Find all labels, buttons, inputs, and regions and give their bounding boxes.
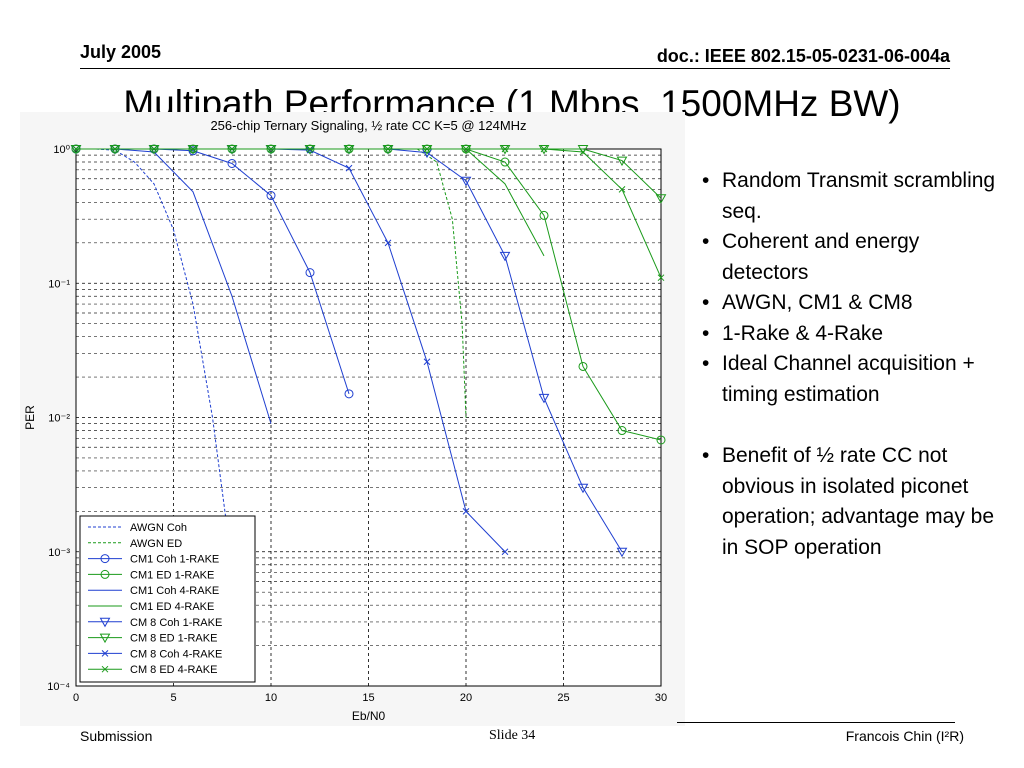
series-point-cm-8-ed-4-rake: [306, 145, 314, 153]
header-date: July 2005: [80, 42, 162, 62]
series-point-cm1-ed-1-rake: [500, 157, 510, 167]
series-point-cm-8-ed-4-rake: [618, 186, 626, 193]
per-chart-svg: 256-chip Ternary Signaling, ½ rate CC K=…: [23, 118, 667, 723]
legend-label: AWGN Coh: [130, 522, 187, 534]
legend-label: CM 8 ED 1-RAKE: [130, 633, 217, 645]
series-point-cm-8-coh-1-rake: [538, 393, 550, 404]
series-line-cm-8-ed-4-rake: [76, 148, 662, 278]
x-tick-label: 25: [557, 692, 569, 704]
series-point-cm1-coh-1-rake: [344, 389, 354, 399]
legend-marker-cm1-ed-1-rake: [100, 569, 110, 579]
bullet-item: Ideal Channel acquisition + timing estim…: [702, 349, 1002, 410]
y-tick-label: 10⁻¹: [48, 278, 70, 290]
series-point-cm-8-coh-1-rake: [616, 547, 628, 558]
legend-marker-cm-8-ed-4-rake: [101, 665, 109, 673]
series-point-cm1-coh-1-rake: [305, 268, 315, 278]
y-tick-label: 10⁻²: [48, 413, 70, 425]
series-point-cm-8-ed-4-rake: [384, 145, 392, 153]
legend-label: CM1 Coh 1-RAKE: [130, 554, 219, 566]
series-point-cm-8-ed-4-rake: [501, 145, 509, 153]
legend-label: CM 8 Coh 4-RAKE: [130, 648, 222, 660]
series-point-cm-8-ed-4-rake: [189, 145, 197, 153]
x-tick-label: 5: [170, 692, 176, 704]
legend-marker-cm1-coh-1-rake: [100, 554, 110, 564]
series-point-cm1-ed-1-rake: [656, 435, 666, 445]
series-point-cm-8-coh-4-rake: [462, 507, 470, 515]
series-point-cm-8-coh-4-rake: [384, 239, 392, 247]
series-point-cm-8-coh-1-rake: [499, 251, 511, 262]
bullet-item: Random Transmit scrambling seq.: [702, 166, 1002, 227]
x-tick-label: 0: [73, 692, 79, 704]
legend-label: CM1 Coh 4-RAKE: [130, 585, 219, 597]
x-tick-label: 20: [460, 692, 472, 704]
footer-submission: Submission: [80, 728, 153, 744]
series-point-cm-8-ed-4-rake: [267, 145, 275, 153]
legend-label: CM1 ED 1-RAKE: [130, 569, 214, 581]
series-point-cm-8-coh-1-rake: [460, 176, 472, 187]
series-point-cm-8-ed-4-rake: [462, 145, 470, 153]
header-doc-id: doc.: IEEE 802.15-05-0231-06-004a: [656, 46, 950, 66]
x-axis-label: Eb/N0: [352, 709, 386, 723]
legend-label: CM 8 ED 4-RAKE: [130, 664, 217, 676]
legend-marker-cm-8-coh-4-rake: [101, 650, 109, 657]
series-point-cm-8-ed-4-rake: [657, 274, 665, 282]
legend-box: [79, 515, 256, 683]
series-point-cm-8-ed-4-rake: [150, 145, 158, 153]
legend-marker-cm-8-ed-1-rake: [99, 633, 111, 644]
legend-label: CM 8 Coh 1-RAKE: [130, 617, 222, 629]
x-tick-label: 10: [265, 692, 277, 704]
header-rule: [80, 68, 950, 69]
series-point-cm-8-coh-4-rake: [306, 146, 314, 154]
series-point-cm-8-ed-4-rake: [228, 145, 236, 153]
bullet-item: Benefit of ½ rate CC not obvious in isol…: [702, 441, 1002, 563]
bullet-list: Random Transmit scrambling seq. Coherent…: [702, 166, 1002, 563]
series-point-cm-8-ed-4-rake: [423, 145, 431, 153]
footer-rule: [677, 722, 955, 723]
series-point-cm1-ed-1-rake: [578, 361, 588, 371]
x-tick-label: 30: [655, 692, 667, 704]
bullet-item: AWGN, CM1 & CM8: [702, 288, 1002, 319]
y-axis-label: PER: [23, 405, 37, 430]
legend-marker-cm-8-coh-1-rake: [99, 617, 111, 628]
series-point-cm-8-ed-4-rake: [540, 145, 548, 153]
per-chart: 256-chip Ternary Signaling, ½ rate CC K=…: [20, 112, 685, 726]
series-point-cm-8-ed-4-rake: [111, 145, 119, 153]
series-point-cm-8-ed-4-rake: [72, 145, 80, 153]
chart-title: 256-chip Ternary Signaling, ½ rate CC K=…: [210, 118, 526, 133]
series-point-cm-8-ed-4-rake: [579, 148, 587, 156]
series-point-cm1-ed-1-rake: [539, 210, 549, 220]
series-point-cm1-coh-1-rake: [266, 191, 276, 201]
bullet-item: Coherent and energy detectors: [702, 227, 1002, 288]
series-point-cm-8-coh-4-rake: [501, 548, 509, 556]
y-tick-label: 10⁻³: [48, 547, 70, 559]
y-tick-label: 10⁰: [53, 144, 70, 156]
footer-slide-number: Slide 34: [489, 728, 536, 743]
footer-author: Francois Chin (I²R): [845, 728, 964, 744]
series-point-cm-8-ed-1-rake: [655, 194, 667, 204]
bullet-item: 1-Rake & 4-Rake: [702, 319, 1002, 350]
series-point-cm-8-coh-4-rake: [345, 164, 353, 172]
series-point-cm-8-ed-4-rake: [345, 145, 353, 153]
x-tick-label: 15: [362, 692, 374, 704]
legend-label: CM1 ED 4-RAKE: [130, 601, 214, 613]
series-point-cm-8-coh-1-rake: [577, 483, 589, 494]
series-point-cm-8-ed-1-rake: [616, 156, 628, 167]
y-tick-label: 10⁻⁴: [47, 681, 70, 693]
legend-label: AWGN ED: [130, 538, 182, 550]
series-point-cm1-ed-1-rake: [617, 426, 627, 436]
series-point-cm1-coh-1-rake: [227, 158, 237, 168]
series-point-cm-8-coh-4-rake: [423, 358, 431, 366]
